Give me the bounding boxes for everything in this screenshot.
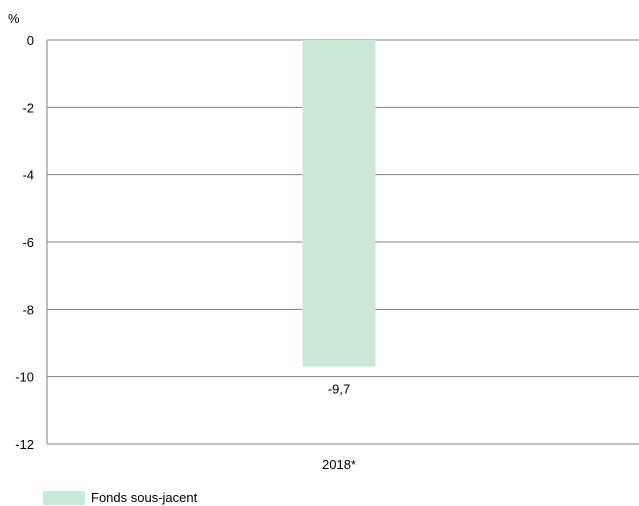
bar-value-label: -9,7	[328, 382, 350, 397]
y-tick-label: -4	[22, 168, 34, 183]
y-unit-label: %	[8, 11, 20, 26]
bar	[302, 40, 376, 367]
legend-swatch	[43, 490, 85, 505]
y-tick-label: -8	[22, 302, 34, 317]
y-tick-label: -10	[15, 370, 34, 385]
y-tick-label: -12	[15, 437, 34, 452]
y-tick-labels: 0 -2 -4 -6 -8 -10 -12	[15, 33, 34, 452]
x-tick-label: 2018*	[322, 457, 356, 472]
y-tick-label: -6	[22, 235, 34, 250]
y-tick-label: -2	[22, 100, 34, 115]
legend-label: Fonds sous-jacent	[91, 490, 198, 505]
y-tick-label: 0	[27, 33, 34, 48]
bar-chart: % 0 -2 -4 -6 -8 -10 -12 -9,7 2018*	[8, 11, 639, 472]
bars: -9,7	[302, 40, 376, 397]
legend: Fonds sous-jacent	[43, 489, 197, 506]
x-tick-labels: 2018*	[322, 457, 356, 472]
